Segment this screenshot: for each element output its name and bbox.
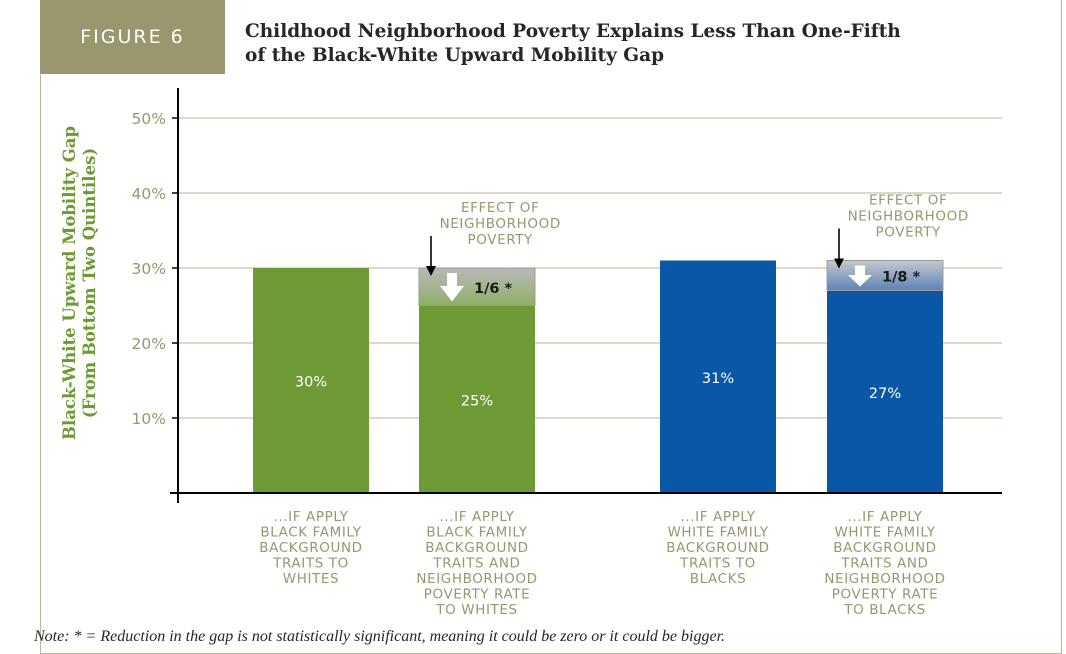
effect-annotation: NEIGHBORHOOD: [440, 216, 561, 232]
x-category-label: TO WHITES: [435, 602, 517, 618]
y-tick-label: 40%: [132, 185, 166, 203]
figure-note: Note: * = Reduction in the gap is not st…: [34, 628, 726, 645]
reduction-segment: [418, 267, 536, 306]
x-category-label: ...IF APPLY: [847, 509, 922, 525]
reduction-segment: [826, 260, 944, 291]
y-tick-label: 50%: [132, 110, 166, 128]
x-category-label: ...IF APPLY: [273, 509, 348, 525]
y-tick-label: 30%: [132, 260, 166, 278]
x-category-label: NEIGHBORHOOD: [824, 571, 945, 587]
x-category-label: TRAITS AND: [432, 556, 520, 572]
x-category-label: ...IF APPLY: [439, 509, 514, 525]
x-category-label: BLACK FAMILY: [260, 525, 361, 541]
y-tick-label: 20%: [132, 335, 166, 353]
x-category-label: WHITES: [283, 571, 339, 587]
x-category-label: BACKGROUND: [259, 540, 362, 556]
x-category-label: TRAITS TO: [272, 556, 349, 572]
x-category-label: NEIGHBORHOOD: [416, 571, 537, 587]
pointer-arrow-icon: [426, 266, 436, 276]
figure-title-line-1: Childhood Neighborhood Poverty Explains …: [245, 21, 901, 42]
x-category-label: BACKGROUND: [833, 540, 936, 556]
x-category-label: WHITE FAMILY: [834, 525, 935, 541]
x-category-label: TO BLACKS: [843, 602, 926, 618]
bar: [419, 305, 535, 493]
x-category-label: WHITE FAMILY: [667, 525, 768, 541]
x-category-label: BLACK FAMILY: [426, 525, 527, 541]
down-arrow-icon: [440, 273, 464, 302]
down-arrow-icon: [848, 265, 872, 287]
x-category-label: TRAITS AND: [840, 556, 928, 572]
y-tick-label: 10%: [132, 410, 166, 428]
effect-annotation: POVERTY: [468, 232, 534, 248]
pointer-arrow-icon: [834, 258, 844, 269]
x-category-label: ...IF APPLY: [680, 509, 755, 525]
x-category-label: POVERTY RATE: [424, 587, 530, 603]
x-category-label: TRAITS TO: [679, 556, 756, 572]
x-category-label: BACKGROUND: [666, 540, 769, 556]
x-category-label: BLACKS: [690, 571, 747, 587]
effect-annotation: POVERTY: [876, 225, 942, 241]
reduction-label: 1/6 *: [474, 281, 513, 297]
effect-annotation: EFFECT OF: [461, 200, 539, 216]
bar: [827, 290, 943, 493]
bar-value-label: 31%: [702, 371, 734, 387]
bar: [253, 268, 369, 493]
x-category-label: BACKGROUND: [425, 540, 528, 556]
effect-annotation: EFFECT OF: [869, 193, 947, 209]
x-category-label: POVERTY RATE: [832, 587, 938, 603]
figure-title: Childhood Neighborhood Poverty Explains …: [245, 20, 1005, 68]
reduction-label: 1/8 *: [882, 270, 921, 286]
bar-value-label: 25%: [461, 393, 493, 409]
effect-annotation: NEIGHBORHOOD: [848, 209, 969, 225]
bar-value-label: 30%: [295, 375, 327, 391]
figure-title-line-2: of the Black-White Upward Mobility Gap: [245, 45, 665, 66]
figure-label: FIGURE 6: [40, 0, 225, 74]
bar-value-label: 27%: [869, 386, 901, 402]
bar: [660, 260, 776, 493]
